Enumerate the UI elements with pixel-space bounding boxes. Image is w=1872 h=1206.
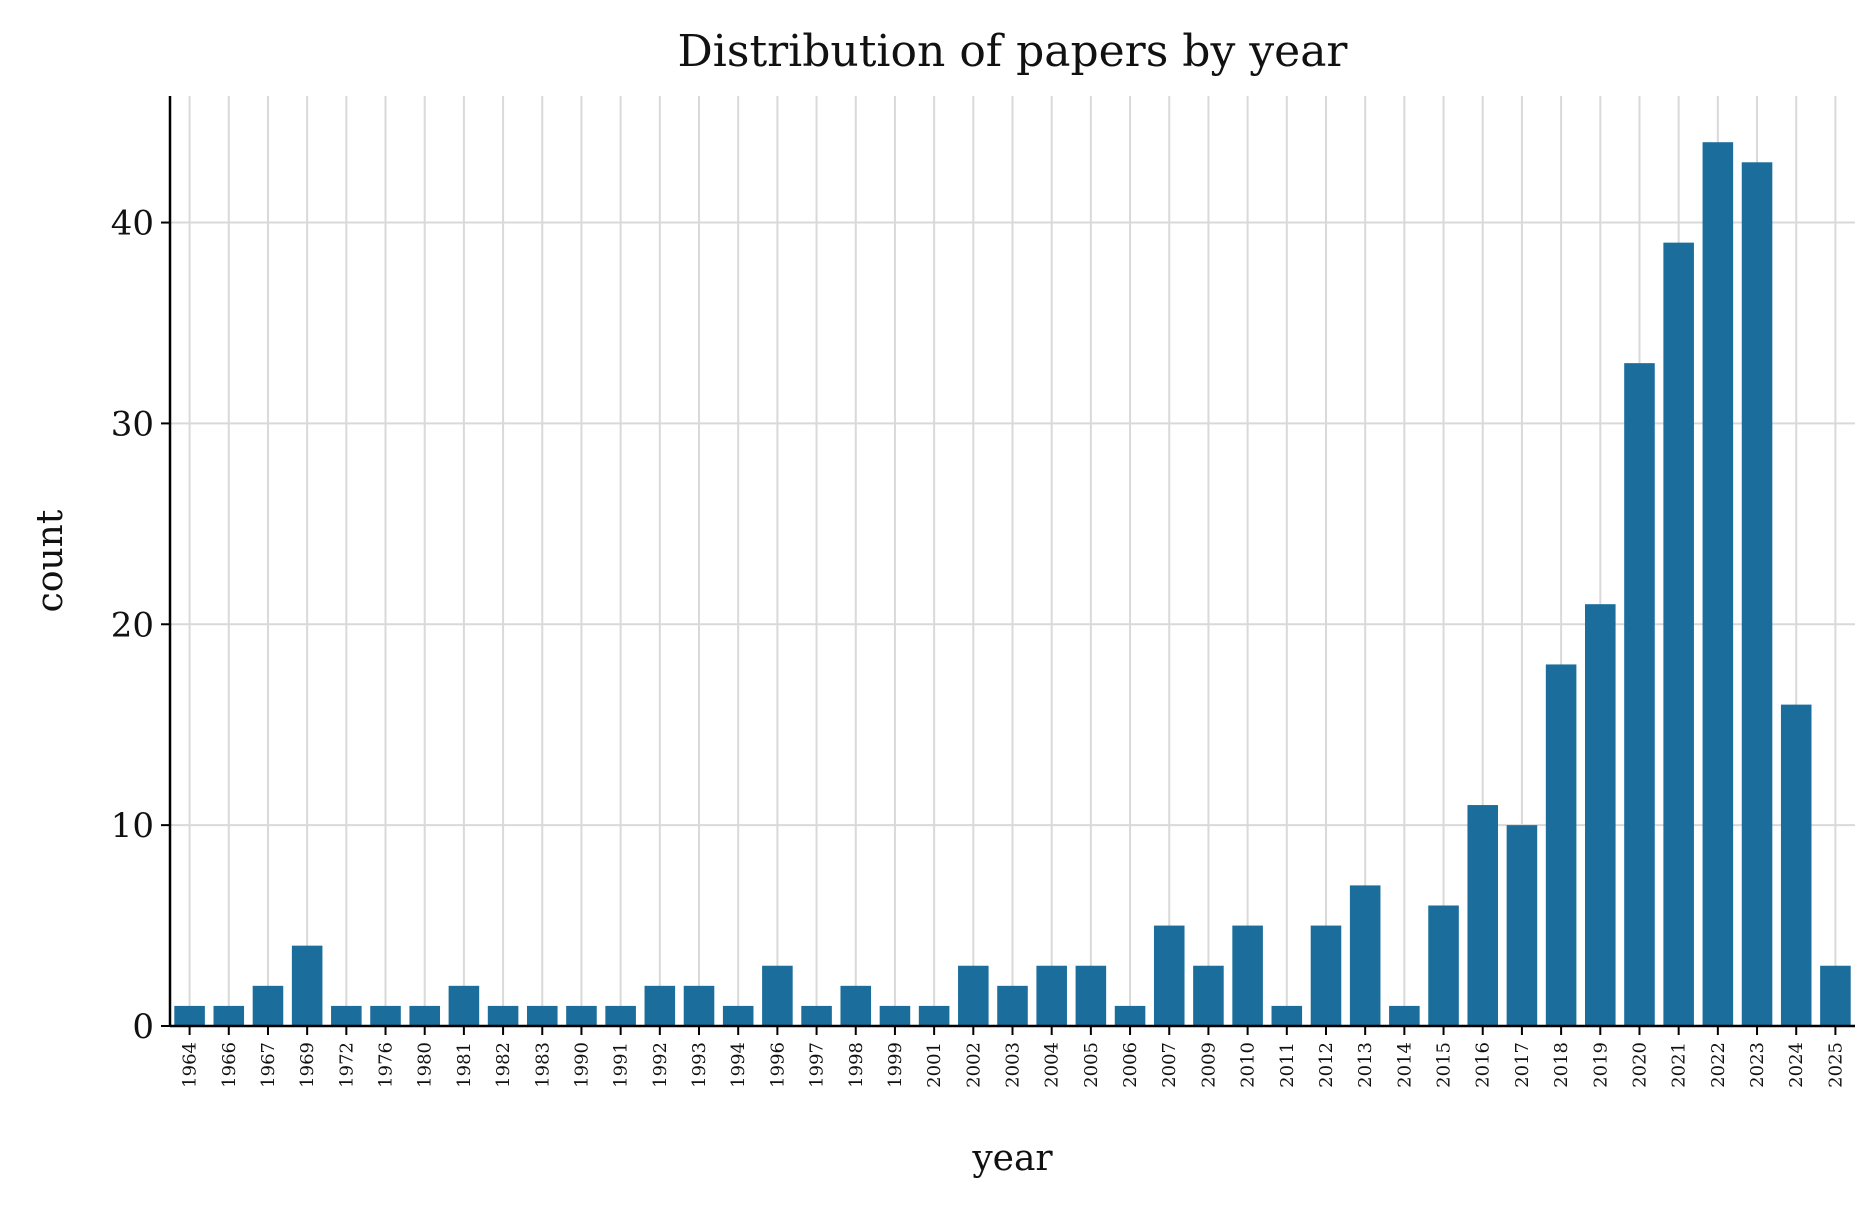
bar-2002 [958,965,989,1026]
bar-1980 [409,1005,440,1026]
x-tick-label: 1980 [415,1042,436,1088]
x-axis-label: year [971,1138,1053,1179]
x-tick-label: 2003 [1003,1042,1024,1088]
x-tick-label: 1999 [885,1042,906,1088]
y-tick-label: 30 [111,404,154,444]
x-tick-label: 2010 [1238,1042,1259,1088]
x-tick-label: 2001 [924,1042,945,1088]
bar-2011 [1271,1005,1303,1026]
bar-2010 [1232,925,1263,1026]
x-tick-label: 1969 [297,1042,318,1088]
x-tick-label: 1992 [650,1042,671,1088]
x-tick-label: 1996 [767,1042,788,1088]
x-tick-label: 1972 [336,1042,357,1088]
bar-2013 [1349,885,1381,1026]
x-tick-label: 2022 [1708,1042,1729,1088]
bar-1967 [252,985,284,1026]
bar-1997 [801,1005,832,1026]
bar-2003 [997,985,1028,1026]
x-tick-label: 2013 [1355,1042,1376,1088]
bar-2009 [1193,965,1224,1026]
bar-2023 [1741,162,1773,1026]
bar-1972 [331,1005,362,1026]
x-tick-label: 1991 [611,1042,632,1088]
x-tick-label: 1981 [454,1042,475,1088]
y-ticks: 0 10 20 30 40 [111,204,170,1047]
bar-2019 [1585,604,1616,1026]
x-tick-label: 1976 [376,1042,397,1088]
bar-2024 [1780,704,1812,1026]
x-tick-label: 2018 [1551,1042,1572,1088]
x-tick-label: 1964 [180,1042,201,1088]
bar-2021 [1663,242,1694,1026]
x-tick-label: 1994 [728,1042,749,1088]
x-tick-label: 2025 [1825,1042,1846,1088]
bar-2006 [1114,1005,1146,1026]
bar-2012 [1310,925,1342,1026]
bar-2017 [1506,825,1538,1026]
bars-layer [174,142,1851,1026]
x-tick-label: 2015 [1434,1042,1455,1088]
x-tick-label: 1966 [219,1042,240,1088]
x-tick-label: 2020 [1629,1042,1650,1088]
x-tick-label: 2017 [1512,1042,1533,1088]
x-tick-label: 2009 [1198,1042,1219,1088]
y-tick-label: 40 [111,204,154,244]
x-tick-label: 2007 [1159,1042,1180,1088]
bar-2015 [1428,905,1459,1026]
x-tick-label: 2014 [1394,1042,1415,1088]
bar-1994 [722,1005,754,1026]
x-tick-label: 2012 [1316,1042,1337,1088]
x-tick-label: 1998 [846,1042,867,1088]
bar-1990 [566,1005,597,1026]
x-tick-label: 2016 [1473,1042,1494,1088]
x-tick-label: 1997 [807,1042,828,1088]
bar-2018 [1545,664,1577,1026]
y-tick-label: 20 [111,605,154,645]
bar-1981 [448,985,480,1026]
x-tick-label: 2005 [1081,1042,1102,1088]
y-tick-label: 0 [132,1007,154,1047]
bar-1982 [487,1005,519,1026]
bar-1976 [370,1005,401,1026]
x-tick-label: 1982 [493,1042,514,1088]
bar-1991 [605,1005,636,1026]
x-tick-label: 2011 [1277,1042,1298,1088]
bar-1996 [762,965,793,1026]
y-axis-label: count [30,509,71,612]
bar-1993 [683,985,715,1026]
x-tick-label: 2004 [1042,1042,1063,1088]
x-tick-label: 1990 [571,1042,592,1088]
bar-1983 [526,1005,558,1026]
bar-2025 [1820,965,1851,1026]
bar-1998 [840,985,872,1026]
chart-title: Distribution of papers by year [678,26,1349,77]
x-tick-label: 1983 [532,1042,553,1088]
x-tick-label: 2019 [1590,1042,1611,1088]
x-tick-label: 2024 [1786,1042,1807,1088]
x-tick-label: 2002 [963,1042,984,1088]
bar-1999 [879,1005,911,1026]
bar-1964 [174,1005,205,1026]
bar-1966 [213,1005,245,1026]
bar-2016 [1467,805,1499,1026]
x-tick-label: 1993 [689,1042,710,1088]
bar-2005 [1075,965,1107,1026]
x-tick-label: 2006 [1120,1042,1141,1088]
y-tick-label: 10 [111,806,154,846]
bar-2001 [918,1005,950,1026]
x-tick-label: 2021 [1669,1042,1690,1088]
x-tick-label: 2023 [1747,1042,1768,1088]
bar-1992 [644,985,676,1026]
bar-2007 [1153,925,1185,1026]
x-tick-label: 1967 [258,1042,279,1088]
bar-1969 [291,945,323,1026]
bar-2004 [1036,965,1067,1026]
bar-2014 [1389,1005,1420,1026]
bar-2022 [1702,142,1734,1026]
x-ticks: 1964 1966 1967 1969 1972 1976 1980 1981 1982 1983… [180,1026,1846,1088]
bar-2020 [1624,363,1655,1026]
